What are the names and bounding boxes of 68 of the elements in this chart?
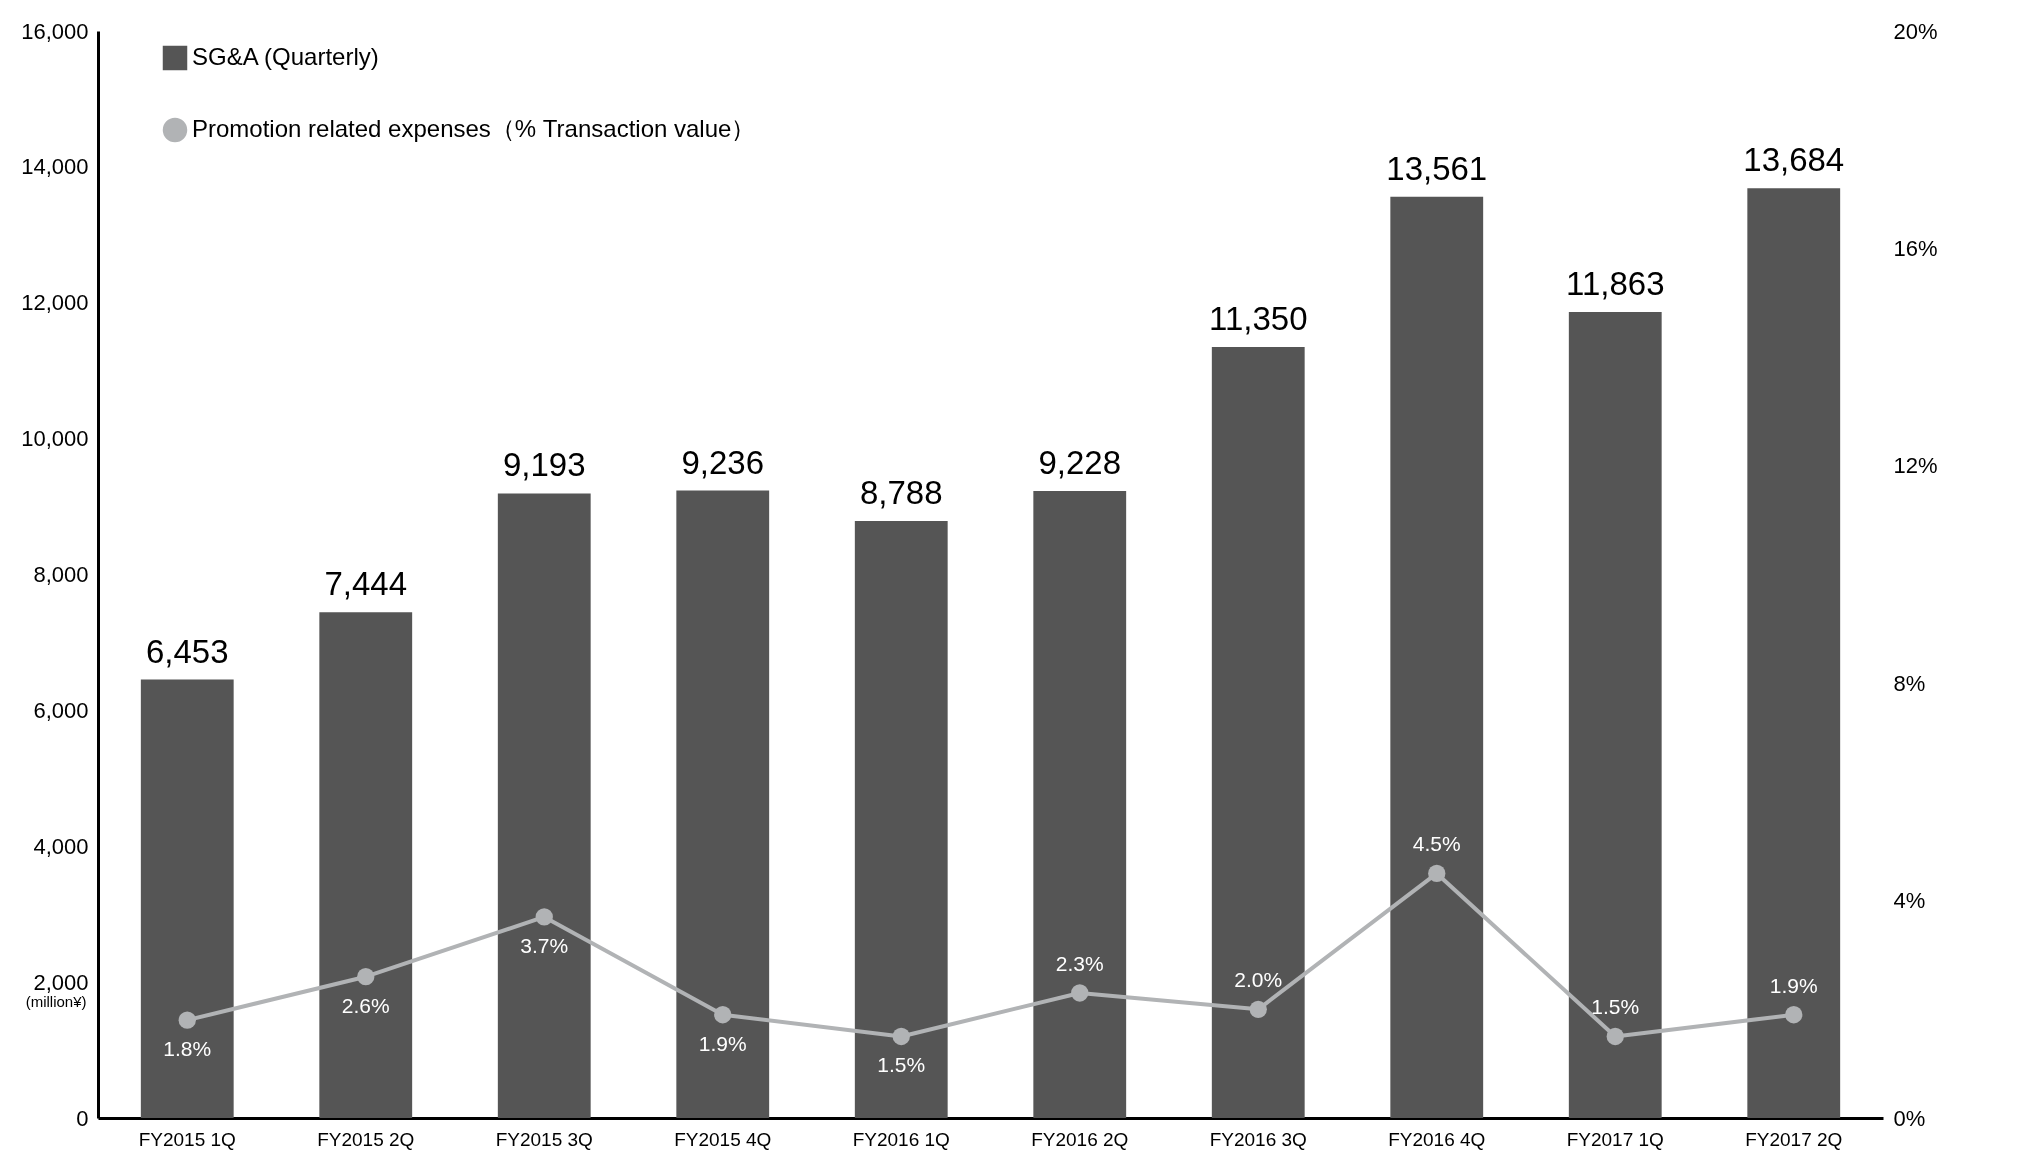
x-tick-label: FY2017 2Q: [1745, 1128, 1843, 1150]
bar: [140, 679, 234, 1118]
point: [1785, 1006, 1803, 1024]
data-label: 2.0%: [1234, 968, 1283, 992]
bar: [676, 490, 770, 1118]
y-tick-label: 14,000: [21, 154, 89, 180]
data-label: 1.8%: [163, 1037, 212, 1061]
data-label: 13,561: [1386, 149, 1488, 187]
y-tick-label: 4,000: [33, 833, 89, 859]
x-tick-label: FY2017 1Q: [1566, 1128, 1664, 1150]
data-label: 11,350: [1209, 299, 1308, 337]
bar: [1390, 196, 1484, 1118]
point: [1606, 1027, 1624, 1046]
data-label: 13,684: [1743, 141, 1845, 179]
legend-label: Promotion related expenses（% Transaction value）: [192, 115, 756, 142]
point: [1428, 864, 1446, 883]
bar: [497, 493, 591, 1118]
x-tick-label: FY2016 4Q: [1388, 1128, 1486, 1150]
y-tick-label: 16,000: [21, 18, 89, 44]
x-tick-label: FY2016 3Q: [1209, 1128, 1307, 1150]
y2-tick-label: 20%: [1893, 18, 1938, 44]
data-label: 1.5%: [877, 1053, 926, 1077]
data-label: 1.9%: [1769, 973, 1818, 997]
y2-tick-label: 0%: [1893, 1105, 1926, 1131]
point: [535, 908, 553, 926]
data-label: 1.9%: [698, 1031, 747, 1055]
data-label: 7,444: [324, 565, 408, 603]
bar: [319, 612, 413, 1118]
point: [714, 1006, 732, 1024]
data-label: 9,236: [681, 443, 765, 481]
y-tick-label: 0: [76, 1105, 89, 1131]
x-tick-label: FY2015 1Q: [138, 1128, 236, 1150]
x-tick-label: FY2015 3Q: [495, 1128, 593, 1150]
bar: [1747, 188, 1841, 1118]
data-label: 1.5%: [1591, 995, 1640, 1019]
point: [1071, 984, 1089, 1002]
y-tick-label: 8,000: [33, 562, 89, 587]
point: [1249, 1000, 1267, 1018]
y-tick-label: 2,000: [33, 969, 89, 995]
y-axis-title: (million¥): [25, 992, 87, 1010]
data-label: 4.5%: [1412, 832, 1461, 856]
point: [178, 1011, 196, 1029]
x-tick-label: FY2015 4Q: [674, 1128, 772, 1150]
y-tick-label: 12,000: [21, 290, 89, 316]
data-label: 9,193: [502, 446, 586, 484]
x-tick-label: FY2016 2Q: [1031, 1128, 1129, 1150]
y2-tick-label: 12%: [1893, 453, 1938, 479]
y-tick-label: 6,000: [33, 697, 89, 723]
y2-tick-label: 16%: [1893, 235, 1938, 261]
point: [892, 1027, 910, 1046]
data-label: 2.6%: [341, 993, 390, 1017]
point: [357, 968, 375, 986]
bar: [854, 520, 948, 1118]
data-label: 6,453: [145, 632, 229, 670]
x-tick-label: FY2016 1Q: [852, 1128, 950, 1150]
y2-tick-label: 8%: [1893, 670, 1926, 696]
data-label: 9,228: [1038, 444, 1122, 482]
data-label: 3.7%: [520, 933, 569, 957]
data-label: 11,863: [1566, 265, 1665, 303]
bar: [1568, 312, 1662, 1118]
y2-tick-label: 4%: [1893, 888, 1926, 914]
bar: [1211, 346, 1305, 1118]
data-label: 2.3%: [1055, 951, 1104, 975]
x-tick-label: FY2015 2Q: [317, 1128, 415, 1150]
legend-label: SG&A (Quarterly): [192, 43, 379, 70]
data-label: 8,788: [859, 473, 943, 511]
bar: [1033, 491, 1127, 1118]
y-tick-label: 10,000: [21, 426, 89, 452]
